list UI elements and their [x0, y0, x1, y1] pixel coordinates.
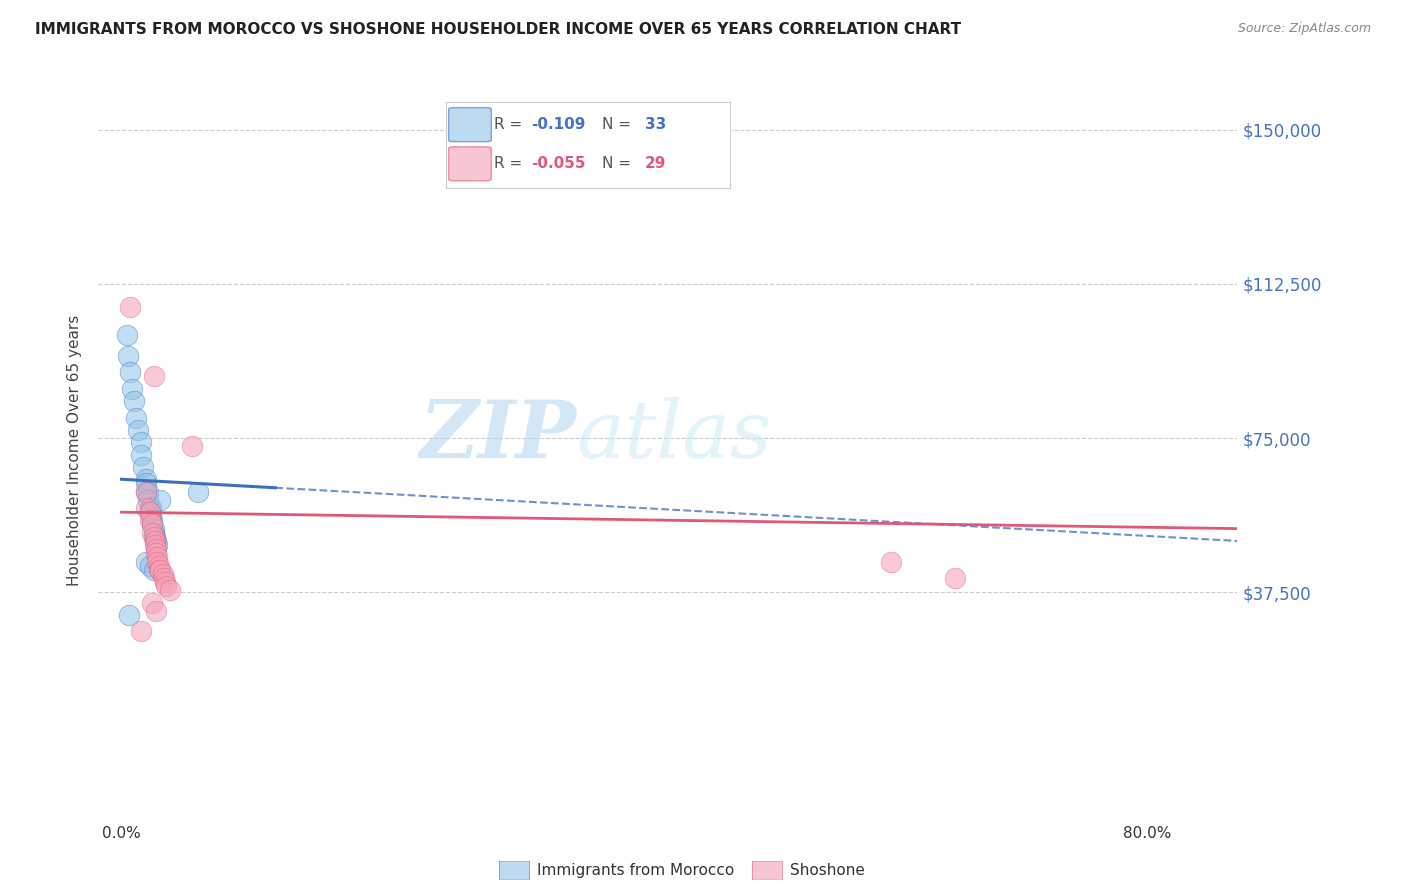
Point — [143, 533, 166, 548]
Point — [129, 448, 152, 462]
Point — [141, 517, 163, 532]
Point — [135, 554, 157, 569]
Point — [139, 509, 162, 524]
Point — [152, 566, 174, 581]
Point — [138, 492, 160, 507]
Point — [138, 484, 160, 499]
FancyBboxPatch shape — [499, 861, 530, 880]
Text: Immigrants from Morocco: Immigrants from Morocco — [537, 863, 734, 878]
Point — [124, 410, 146, 425]
Point — [880, 554, 903, 569]
Text: IMMIGRANTS FROM MOROCCO VS SHOSHONE HOUSEHOLDER INCOME OVER 65 YEARS CORRELATION: IMMIGRANTS FROM MOROCCO VS SHOSHONE HOUS… — [35, 22, 962, 37]
Point — [149, 563, 172, 577]
Y-axis label: Householder Income Over 65 years: Householder Income Over 65 years — [67, 315, 83, 586]
Point — [135, 501, 157, 516]
Point — [148, 563, 170, 577]
Point — [129, 624, 152, 639]
Point — [142, 369, 165, 384]
Point — [121, 382, 143, 396]
Point — [129, 435, 152, 450]
Point — [145, 542, 167, 557]
Text: Shoshone: Shoshone — [790, 863, 865, 878]
Point — [118, 607, 141, 622]
Point — [138, 558, 160, 573]
Point — [135, 472, 157, 486]
Point — [146, 554, 169, 569]
Point — [141, 525, 163, 540]
Point — [143, 530, 166, 544]
Point — [146, 550, 169, 565]
Point — [149, 492, 172, 507]
Point — [141, 517, 163, 532]
Point — [120, 365, 142, 379]
Point — [138, 505, 160, 519]
Point — [127, 423, 149, 437]
Point — [142, 522, 165, 536]
Point — [143, 538, 166, 552]
Point — [145, 604, 167, 618]
Point — [139, 501, 162, 516]
Point — [145, 546, 167, 560]
Point — [159, 583, 181, 598]
FancyBboxPatch shape — [752, 861, 783, 880]
Point — [138, 505, 160, 519]
Point — [117, 349, 139, 363]
Point — [115, 328, 138, 343]
Point — [155, 579, 177, 593]
Point — [135, 484, 157, 499]
Point — [141, 513, 163, 527]
Point — [141, 596, 163, 610]
Point — [145, 533, 167, 548]
Point — [187, 484, 209, 499]
Text: ZIP: ZIP — [420, 397, 576, 475]
Point — [142, 563, 165, 577]
Point — [124, 394, 146, 409]
Text: atlas: atlas — [576, 397, 772, 475]
Point — [132, 459, 155, 474]
Point — [138, 513, 160, 527]
Point — [943, 571, 966, 585]
Point — [153, 575, 176, 590]
Point — [142, 525, 165, 540]
Text: Source: ZipAtlas.com: Source: ZipAtlas.com — [1237, 22, 1371, 36]
Point — [143, 533, 166, 548]
Point — [135, 484, 157, 499]
Point — [153, 571, 176, 585]
Point — [142, 530, 165, 544]
Point — [120, 300, 142, 314]
Point — [181, 439, 204, 453]
Point — [138, 501, 160, 516]
Point — [146, 538, 169, 552]
Point — [148, 558, 170, 573]
Point — [135, 476, 157, 491]
